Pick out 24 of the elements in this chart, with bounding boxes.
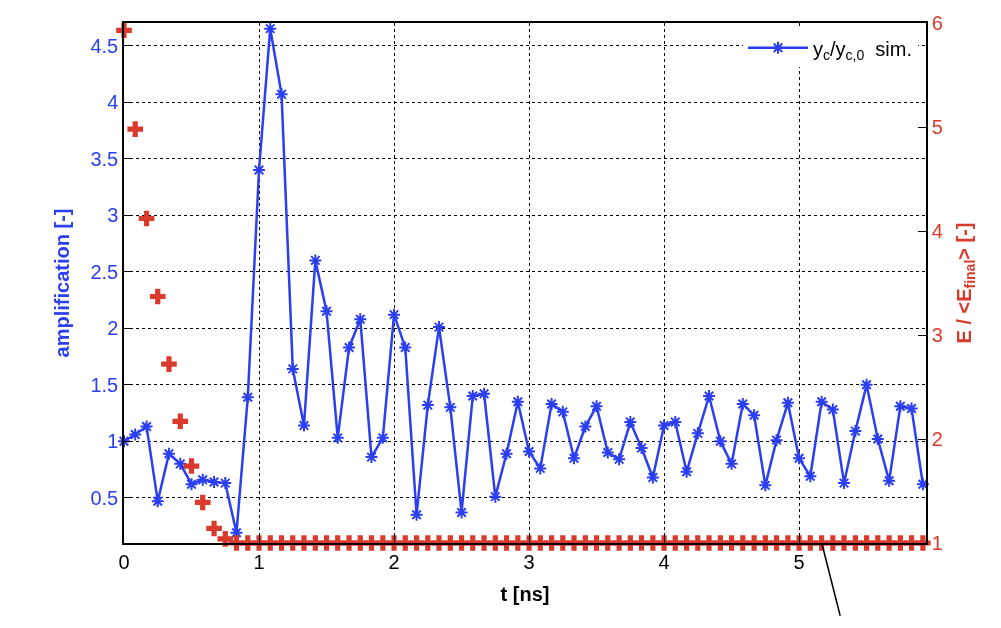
y2-tick-label: 6 [931, 12, 943, 34]
x-tick-label: 0 [118, 550, 130, 573]
y2-tick-label: 2 [931, 428, 943, 450]
y2-tick-label: 3 [931, 324, 943, 346]
y-tick-label: 2 [107, 317, 119, 340]
y-tick-label: 3.5 [90, 147, 119, 170]
y-tick-label: 3 [107, 204, 119, 227]
y2-tick-label: 5 [931, 116, 943, 138]
x-tick-label: 1 [253, 550, 265, 573]
y2-tick-label: 4 [931, 220, 943, 242]
y-tick-label: 1.5 [90, 373, 119, 396]
y2-tick-label: 1 [931, 532, 943, 554]
y-axis-title: amplification [-] [51, 208, 74, 358]
y-tick-label: 0.5 [90, 486, 119, 509]
x-tick-label: 3 [523, 550, 535, 573]
x-tick-label: 2 [388, 550, 400, 573]
x-tick-label: 4 [658, 550, 670, 573]
legend-label: y$_{c}$/y$_{c,0}$ sim. [812, 37, 913, 63]
y-tick-label: 1 [107, 430, 119, 453]
x-tick-label: 5 [793, 550, 805, 573]
y-tick-label: 4.5 [90, 34, 119, 57]
x-axis-title: t [ns] [500, 582, 550, 605]
y-tick-label: 4 [107, 91, 119, 114]
y-tick-label: 2.5 [90, 260, 119, 283]
